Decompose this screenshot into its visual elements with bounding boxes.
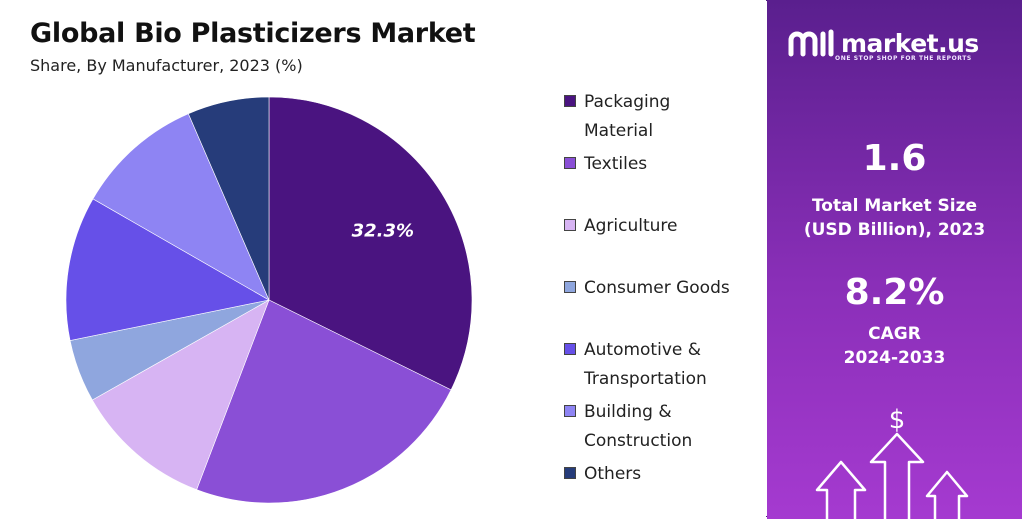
legend-label: Building & Construction — [584, 402, 693, 451]
center-up-arrow-icon — [869, 432, 925, 519]
legend-swatch — [564, 405, 576, 417]
legend-label: Others — [584, 464, 642, 484]
pie-slice-others — [187, 96, 270, 301]
dollar-icon: $ — [889, 405, 906, 435]
right-up-arrow-icon — [925, 470, 969, 519]
cagr-label-2: 2024-2033 — [843, 348, 946, 368]
cagr-label-1: CAGR — [868, 324, 921, 344]
pie-slice-agriculture — [91, 299, 270, 491]
legend-label: Packaging Material — [584, 92, 671, 141]
pie-slice-packaging-material — [268, 96, 473, 391]
brand-name: market.us — [841, 28, 979, 58]
pie-slice-building-construction — [92, 113, 270, 301]
left-up-arrow-icon — [815, 460, 867, 519]
legend-label: Consumer Goods — [584, 278, 730, 298]
chart-panel: Global Bio Plasticizers Market Share, By… — [30, 18, 764, 504]
legend-label: Automotive & Transportation — [584, 340, 707, 389]
legend-item: Agriculture — [564, 212, 764, 241]
legend-swatch — [564, 219, 576, 231]
pie-chart: 32.3% — [65, 96, 473, 504]
legend-swatch — [564, 95, 576, 107]
pie-slice-textiles — [196, 299, 452, 504]
brand-logo: market.us — [787, 28, 979, 58]
pie-slice-automotive-transportation — [65, 198, 270, 341]
market-size-label-2: (USD Billion), 2023 — [803, 220, 986, 240]
legend-item: Packaging Material — [564, 88, 764, 146]
brand-tagline: ONE STOP SHOP FOR THE REPORTS — [835, 55, 972, 62]
legend-item: Textiles — [564, 150, 764, 179]
legend-swatch — [564, 281, 576, 293]
legend-swatch — [564, 157, 576, 169]
chart-title: Global Bio Plasticizers Market — [30, 18, 476, 49]
market-size-label-1: Total Market Size — [811, 196, 978, 216]
legend-item: Consumer Goods — [564, 274, 764, 303]
legend-label: Agriculture — [584, 216, 678, 236]
market-us-logo-icon — [788, 29, 834, 57]
legend-item: Automotive & Transportation — [564, 336, 764, 394]
legend-swatch — [564, 343, 576, 355]
growth-arrows-icon: $ — [815, 405, 969, 519]
market-size-value: 1.6 — [862, 138, 927, 179]
cagr-value: 8.2% — [844, 272, 945, 313]
slice-data-label: 32.3% — [352, 220, 414, 241]
legend-label: Textiles — [584, 154, 648, 174]
chart-subtitle: Share, By Manufacturer, 2023 (%) — [30, 56, 303, 75]
legend-swatch — [564, 467, 576, 479]
legend-item: Others — [564, 460, 764, 489]
summary-sidebar: market.us ONE STOP SHOP FOR THE REPORTS … — [767, 0, 1022, 519]
legend-item: Building & Construction — [564, 398, 764, 456]
